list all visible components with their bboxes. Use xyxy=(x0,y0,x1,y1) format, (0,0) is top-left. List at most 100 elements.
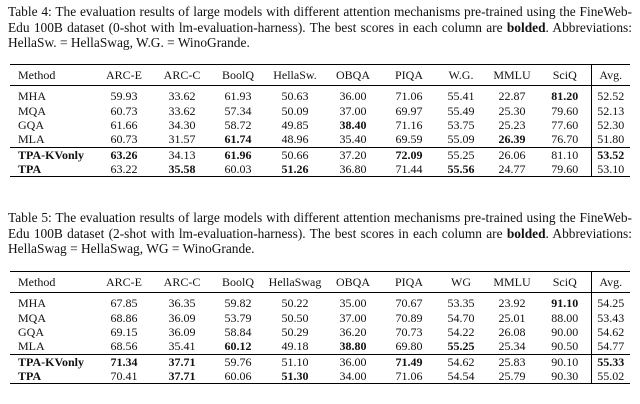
table-cell: 26.06 xyxy=(498,147,526,162)
table-cell: 61.96 xyxy=(211,147,265,162)
bold-value: TPA xyxy=(18,369,42,384)
caption-text: Table 5: The evaluation results of large… xyxy=(8,210,632,241)
table-cell: 50.66 xyxy=(281,147,309,162)
table-cell: 25.01 xyxy=(498,310,526,325)
table-cell: 51.80 xyxy=(597,132,625,147)
table-cell: TPA xyxy=(10,162,95,177)
table-cell: 54.54 xyxy=(447,369,475,384)
table-cell: 53.43 xyxy=(597,310,625,325)
table-cell: 37.71 xyxy=(153,354,211,369)
caption: Table 4: The evaluation results of large… xyxy=(8,4,632,51)
header-cell: Method xyxy=(18,68,56,82)
table-cell: 38.80 xyxy=(325,339,381,354)
table-cell: GQA xyxy=(18,117,44,132)
table-cell: 50.22 xyxy=(281,296,309,311)
header-row: Method ARC-E ARC-C BoolQ HellaSwag OBQA PIQA WG… xyxy=(10,271,630,293)
table-row: MQA 60.73 33.62 57.34 50.09 37.00 69.97 55.49 25… xyxy=(10,103,630,118)
table-cell: 69.15 xyxy=(110,324,138,339)
table-cell: 52.30 xyxy=(597,117,625,132)
header-cell: HellaSwag xyxy=(268,275,322,289)
table-cell: MQA xyxy=(18,103,47,118)
bold-value: 38.40 xyxy=(339,117,367,132)
header-cell: ARC-E xyxy=(106,275,142,289)
header-cell: ARC-C xyxy=(163,275,201,289)
table-cell: 55.02 xyxy=(597,369,625,384)
table-cell: TPA-KVonly xyxy=(10,354,95,369)
table-cell: 59.76 xyxy=(224,354,252,369)
table-cell: 25.34 xyxy=(498,339,526,354)
bold-value: 26.39 xyxy=(498,132,526,147)
table-cell: 34.30 xyxy=(168,117,196,132)
table-cell: 55.09 xyxy=(447,132,475,147)
table-header: Method ARC-E ARC-C BoolQ HellaSw. OBQA PIQA W.G… xyxy=(10,64,630,86)
table-cell: 60.03 xyxy=(224,162,252,177)
table-cell: 55.25 xyxy=(437,339,485,354)
table-cell: 70.89 xyxy=(395,310,423,325)
table-cell: MQA xyxy=(18,310,47,325)
header-cell: ARC-E xyxy=(106,68,142,82)
table-row: TPA 63.22 35.58 60.03 51.26 36.80 71.44 55.56 24… xyxy=(10,161,630,177)
table-cell: 51.30 xyxy=(265,369,325,384)
table-cell: 34.13 xyxy=(168,147,196,162)
table-cell: 53.35 xyxy=(447,296,475,311)
header-cell: BoolQ xyxy=(221,275,254,289)
bold-value: 55.25 xyxy=(447,339,475,354)
table-cell: 51.10 xyxy=(281,354,309,369)
header-cell: HellaSw. xyxy=(273,68,317,82)
bold-value: 71.49 xyxy=(395,354,423,369)
table-cell: 33.62 xyxy=(168,103,196,118)
bold-value: 72.09 xyxy=(395,147,423,162)
table-cell: 54.62 xyxy=(447,354,475,369)
header-cell: SciQ xyxy=(539,271,592,293)
table-cell: 69.80 xyxy=(395,339,423,354)
results-table: Method ARC-E ARC-C BoolQ HellaSwag OBQA PIQA WG… xyxy=(10,271,630,384)
table-cell: 33.62 xyxy=(168,89,196,104)
header-cell: MMLU xyxy=(493,275,531,289)
table-cell: 24.77 xyxy=(498,162,526,177)
table-cell: 53.10 xyxy=(597,162,625,177)
header-cell: OBQA xyxy=(335,68,370,82)
table-cell: 70.73 xyxy=(395,324,423,339)
row-group: MHA 59.93 33.62 61.93 50.63 36.00 71.06 55.41 22… xyxy=(10,85,630,148)
table-cell: 90.50 xyxy=(539,339,592,355)
table-row: GQA 69.15 36.09 58.84 50.29 36.20 70.73 54.22 26… xyxy=(10,324,630,340)
table-cell: MHA xyxy=(18,89,47,104)
table-cell: 35.58 xyxy=(153,162,211,177)
header-cell: Avg. xyxy=(599,275,623,289)
table-cell: 50.50 xyxy=(281,310,309,325)
bold-value: 37.71 xyxy=(168,354,196,369)
table-cell: 63.22 xyxy=(110,162,138,177)
caption-text: . Abbreviations: HellaSw. = HellaSwag, W… xyxy=(8,19,632,51)
table-row: MHA 67.85 36.35 59.82 50.22 35.00 70.67 53.35 23… xyxy=(10,292,630,311)
bold-value: 61.74 xyxy=(224,132,252,147)
table-cell: MHA xyxy=(18,296,47,311)
table-cell: TPA-KVonly xyxy=(10,147,95,162)
table-cell: 50.09 xyxy=(281,103,309,118)
table-cell: 91.10 xyxy=(539,292,592,311)
table-cell: 38.40 xyxy=(325,118,381,132)
bold-value: 81.20 xyxy=(551,89,579,104)
table-cell: 36.09 xyxy=(168,324,196,339)
table-cell: 36.00 xyxy=(339,354,367,369)
table-cell: 50.29 xyxy=(281,324,309,339)
header-cell: PIQA xyxy=(394,68,423,82)
table-cell: 54.22 xyxy=(447,324,475,339)
table-cell: 36.80 xyxy=(339,162,367,177)
table-cell: 60.06 xyxy=(224,369,252,384)
table-header: Method ARC-E ARC-C BoolQ HellaSwag OBQA PIQA WG… xyxy=(10,271,630,293)
table-cell: 49.18 xyxy=(281,339,309,354)
table-cell: 76.70 xyxy=(539,132,592,148)
header-row: Method ARC-E ARC-C BoolQ HellaSw. OBQA PIQA W.G… xyxy=(10,64,630,86)
bold-value: 35.58 xyxy=(168,162,196,177)
bold-value: 53.52 xyxy=(597,147,625,162)
table-cell: 54.77 xyxy=(597,339,625,354)
table-cell: 60.73 xyxy=(110,132,138,147)
table-cell: 36.35 xyxy=(168,296,196,311)
bold-value: 61.96 xyxy=(224,147,252,162)
table-cell: 59.82 xyxy=(224,296,252,311)
table-cell: 25.30 xyxy=(498,103,526,118)
header-cell: MMLU xyxy=(493,68,531,82)
table-cell: 52.13 xyxy=(597,103,625,118)
table-cell: 79.60 xyxy=(539,161,592,177)
table-cell: 25.79 xyxy=(498,369,526,384)
